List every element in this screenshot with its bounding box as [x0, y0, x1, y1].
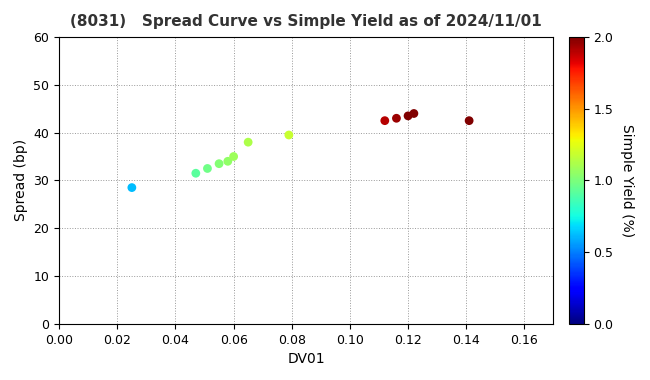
Point	[391, 115, 402, 121]
Point	[409, 111, 419, 117]
Y-axis label: Spread (bp): Spread (bp)	[14, 139, 28, 222]
Point	[214, 161, 224, 167]
Point	[243, 139, 254, 145]
Point	[202, 165, 213, 171]
Point	[228, 154, 239, 160]
Point	[464, 118, 474, 124]
Point	[222, 158, 233, 164]
Point	[283, 132, 294, 138]
X-axis label: DV01: DV01	[287, 352, 325, 366]
Point	[190, 170, 201, 176]
Point	[127, 185, 137, 191]
Point	[403, 113, 413, 119]
Y-axis label: Simple Yield (%): Simple Yield (%)	[620, 124, 634, 237]
Title: (8031)   Spread Curve vs Simple Yield as of 2024/11/01: (8031) Spread Curve vs Simple Yield as o…	[70, 14, 542, 29]
Point	[380, 118, 390, 124]
